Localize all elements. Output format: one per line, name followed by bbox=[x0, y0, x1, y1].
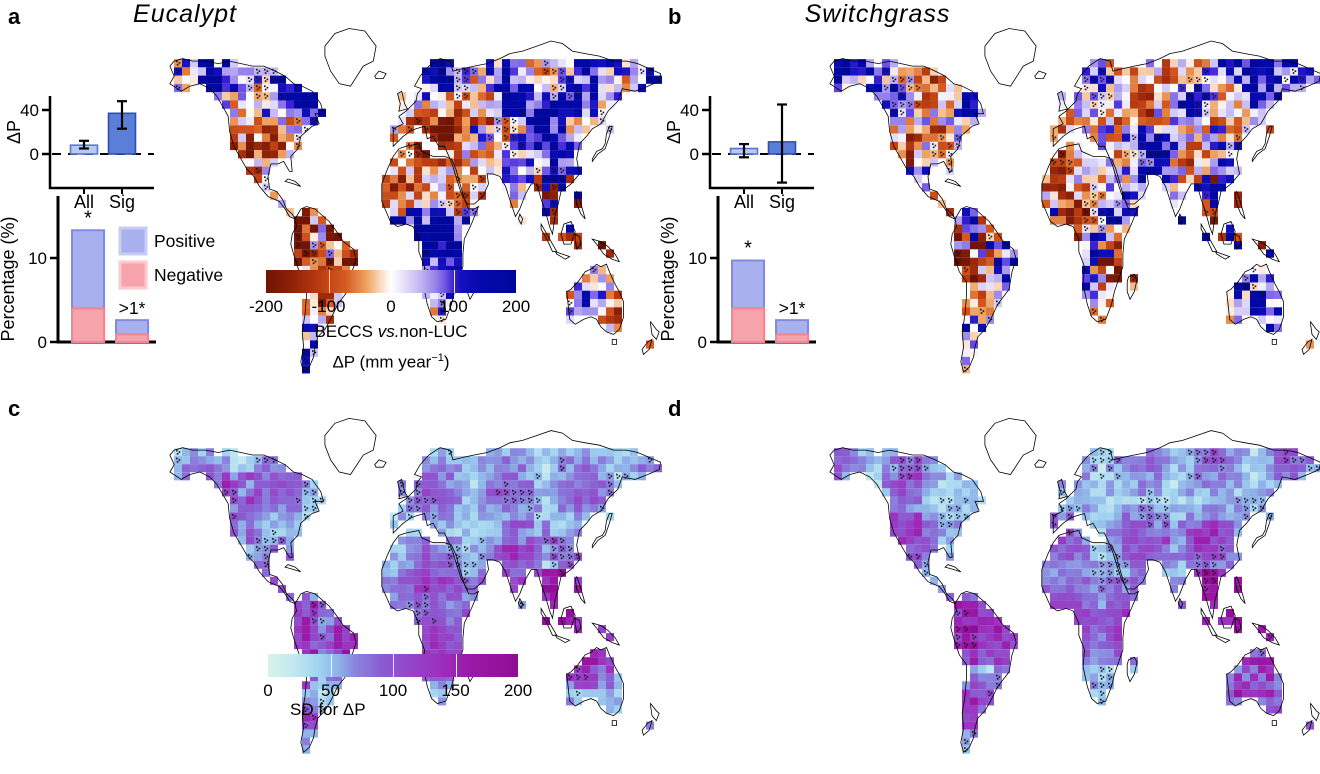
bar-annotation: * bbox=[744, 238, 752, 260]
bar-negative bbox=[115, 333, 149, 344]
inset-percentage-bar-chart-a: 0 10 * >1* Percentage (%) Positive Negative bbox=[0, 196, 223, 352]
axis bbox=[48, 96, 154, 190]
bar-positive bbox=[71, 229, 105, 310]
y-axis-label: ΔP bbox=[6, 120, 24, 144]
error-bar bbox=[739, 142, 749, 159]
stippling-marks bbox=[892, 449, 1320, 753]
colorbar-tick-label: 0 bbox=[263, 681, 273, 700]
colorbar-delta-p: -200 -100 0 100 200 BECCS vs.non-LUC ΔP (mm ye… bbox=[249, 270, 530, 382]
colorbar-tick-label: 50 bbox=[321, 681, 340, 700]
bar-sig bbox=[107, 112, 137, 155]
category-label: All bbox=[734, 192, 754, 212]
colorbar-tick-label: 150 bbox=[441, 681, 470, 700]
category-label: Sig bbox=[769, 192, 795, 212]
colorbar-tick-label: -100 bbox=[311, 297, 346, 316]
stippling-marks bbox=[176, 60, 661, 372]
colorbar-tick-mark bbox=[328, 270, 330, 293]
colorbar-tick-mark bbox=[330, 654, 332, 677]
colorbar-tick-mark bbox=[453, 270, 455, 293]
error-bar bbox=[117, 100, 127, 130]
y-tick-label: 0 bbox=[38, 333, 47, 352]
colorbar-gradient bbox=[266, 270, 516, 293]
y-axis-label: Percentage (%) bbox=[660, 216, 678, 341]
map-switchgrass-sd bbox=[829, 417, 1320, 754]
coastline bbox=[169, 417, 662, 754]
bar-positive bbox=[115, 319, 149, 336]
y-tick-label: 40 bbox=[680, 101, 699, 120]
y-tick-label: 0 bbox=[30, 145, 39, 164]
colorbar-title: BECCS vs.non-LUC bbox=[314, 322, 468, 341]
y-tick-label: 0 bbox=[698, 333, 707, 352]
panel-label-a: a bbox=[8, 4, 21, 29]
error-bar bbox=[79, 139, 89, 150]
inset-deltap-bar-chart-b: 0 40 All Sig ΔP bbox=[666, 96, 814, 212]
y-tick-label: 0 bbox=[690, 145, 699, 164]
colorbar-tick-label: 0 bbox=[386, 297, 396, 316]
colorbar-tick-mark bbox=[455, 654, 457, 677]
colorbar-gradient bbox=[268, 654, 518, 677]
panel-label-c: c bbox=[8, 396, 21, 421]
legend-label-positive: Positive bbox=[154, 231, 215, 251]
colorbar-tick-mark bbox=[393, 654, 394, 677]
bar-annotation: >1* bbox=[119, 298, 146, 318]
y-tick-label: 10 bbox=[688, 249, 707, 268]
stippling-marks bbox=[884, 68, 1305, 372]
colorbar-tick-label: -200 bbox=[248, 297, 284, 316]
map-cells bbox=[174, 59, 662, 374]
inset-deltap-bar-chart-a: 0 40 All Sig ΔP bbox=[6, 96, 154, 212]
bar-positive bbox=[775, 319, 809, 336]
colorbar-tick-label: 100 bbox=[378, 681, 408, 700]
bar-negative bbox=[71, 307, 105, 343]
map-cells bbox=[834, 448, 1320, 754]
panel-title-eucalypt: Eucalypt bbox=[133, 0, 237, 28]
panel-label-b: b bbox=[668, 4, 682, 29]
panel-label-d: d bbox=[668, 396, 682, 421]
bar-negative bbox=[775, 333, 809, 344]
coastline bbox=[829, 28, 1320, 373]
y-axis-label: ΔP bbox=[666, 120, 684, 144]
y-tick-label: 10 bbox=[28, 249, 47, 268]
coastline bbox=[169, 28, 662, 373]
map-cells bbox=[834, 59, 1320, 374]
inset-percentage-bar-chart-b: 0 10 * >1* Percentage (%) bbox=[660, 196, 816, 352]
category-label: Sig bbox=[109, 192, 135, 212]
legend-swatch-negative bbox=[118, 260, 148, 290]
colorbar-tick-label: 200 bbox=[501, 297, 531, 316]
panel-title-switchgrass: Switchgrass bbox=[804, 0, 951, 28]
y-axis-label: Percentage (%) bbox=[0, 216, 18, 341]
coastline bbox=[829, 417, 1320, 754]
colorbar-unit-label: ΔP (mm year−1) bbox=[332, 352, 450, 372]
map-switchgrass-delta-p bbox=[829, 28, 1320, 374]
error-bar bbox=[777, 103, 787, 184]
legend-label-negative: Negative bbox=[154, 265, 223, 285]
map-eucalypt-delta-p bbox=[169, 28, 662, 374]
y-tick-label: 40 bbox=[20, 101, 39, 120]
bar-positive bbox=[731, 259, 765, 310]
bar-annotation: * bbox=[84, 207, 92, 229]
category-label: All bbox=[74, 192, 94, 212]
colorbar-tick-mark bbox=[391, 270, 392, 293]
legend-swatch-positive bbox=[118, 226, 148, 256]
colorbar-sd: 0 50 100 150 200 SD for ΔP bbox=[263, 654, 532, 726]
bar-negative bbox=[731, 307, 765, 343]
axis bbox=[708, 96, 814, 190]
colorbar-tick-label: 100 bbox=[439, 297, 468, 316]
colorbar-tick-label: 200 bbox=[503, 681, 533, 700]
colorbar-label: SD for ΔP bbox=[290, 700, 366, 719]
bar-annotation: >1* bbox=[779, 298, 806, 318]
